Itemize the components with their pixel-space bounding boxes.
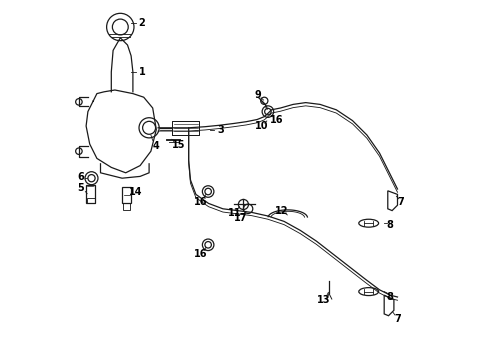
Text: 13: 13 <box>316 294 330 305</box>
Text: 17: 17 <box>234 213 247 223</box>
Text: 2: 2 <box>138 18 145 28</box>
Text: 10: 10 <box>255 121 268 131</box>
Text: 16: 16 <box>193 249 207 259</box>
Bar <box>122 203 130 210</box>
Text: 7: 7 <box>397 197 404 207</box>
Bar <box>87 198 95 203</box>
Text: 15: 15 <box>171 140 185 150</box>
Text: 1: 1 <box>138 67 145 77</box>
Text: 9: 9 <box>254 90 261 100</box>
Text: 3: 3 <box>217 125 224 135</box>
Text: 14: 14 <box>129 186 142 197</box>
Bar <box>122 187 131 203</box>
Text: 8: 8 <box>386 292 393 302</box>
Text: 5: 5 <box>77 183 84 193</box>
Text: 16: 16 <box>269 114 283 125</box>
Text: 4: 4 <box>153 141 160 151</box>
Bar <box>86 185 95 203</box>
Text: 16: 16 <box>193 197 207 207</box>
Text: 11: 11 <box>227 208 241 218</box>
Text: 6: 6 <box>77 172 83 182</box>
Text: 12: 12 <box>274 206 288 216</box>
Text: 7: 7 <box>393 314 400 324</box>
Text: 8: 8 <box>386 220 393 230</box>
